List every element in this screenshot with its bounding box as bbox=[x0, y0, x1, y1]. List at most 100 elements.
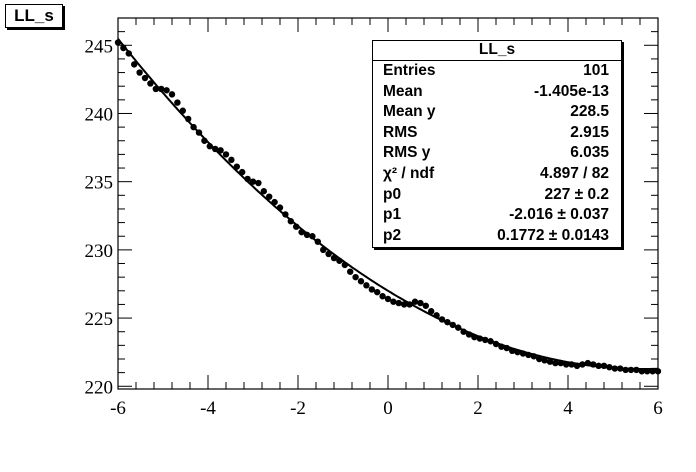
data-point bbox=[163, 87, 170, 94]
data-point bbox=[363, 282, 370, 289]
data-point bbox=[455, 324, 462, 331]
data-point bbox=[573, 362, 581, 370]
data-point bbox=[314, 238, 321, 245]
y-tick-label: 235 bbox=[85, 173, 114, 194]
x-tick-label: -4 bbox=[200, 398, 216, 419]
stats-key: Mean y bbox=[383, 103, 436, 121]
data-point bbox=[444, 318, 451, 326]
data-point bbox=[114, 39, 122, 46]
data-point bbox=[120, 44, 127, 52]
stats-row-mean: Mean -1.405e-13 bbox=[373, 82, 621, 103]
data-point bbox=[557, 359, 564, 367]
stats-row-entries: Entries 101 bbox=[373, 61, 621, 82]
stats-row-p2: p2 0.1772 ± 0.0143 bbox=[373, 226, 621, 247]
data-point bbox=[341, 261, 348, 269]
data-point bbox=[131, 61, 138, 68]
data-point bbox=[406, 301, 413, 308]
data-point bbox=[471, 333, 478, 341]
stats-key: p1 bbox=[383, 206, 402, 224]
data-point bbox=[552, 359, 559, 367]
y-tick-label: 220 bbox=[85, 377, 114, 398]
stats-key: p2 bbox=[383, 226, 402, 244]
data-point bbox=[336, 257, 343, 264]
stats-key: Mean bbox=[383, 82, 423, 100]
data-point bbox=[606, 363, 613, 371]
stats-row-mean-y: Mean y 228.5 bbox=[373, 102, 621, 123]
data-point bbox=[287, 218, 294, 225]
x-tick-label: -6 bbox=[110, 398, 126, 419]
y-tick-label: 240 bbox=[85, 104, 114, 125]
data-point bbox=[293, 223, 300, 230]
data-point bbox=[611, 365, 618, 372]
data-point bbox=[233, 163, 240, 170]
data-point bbox=[519, 350, 527, 357]
data-point bbox=[422, 302, 429, 309]
stats-box: LL_s Entries 101 Mean -1.405e-13 Mean y 228… bbox=[372, 40, 622, 248]
data-point bbox=[617, 365, 624, 372]
data-point bbox=[622, 366, 629, 374]
data-point bbox=[644, 368, 651, 375]
data-point bbox=[546, 358, 554, 365]
data-point bbox=[222, 151, 230, 158]
data-point bbox=[395, 299, 402, 307]
data-point bbox=[201, 137, 208, 144]
data-point bbox=[649, 368, 656, 375]
data-point bbox=[638, 368, 645, 375]
data-point bbox=[584, 359, 591, 367]
data-point bbox=[460, 328, 467, 335]
x-tick-label: 2 bbox=[473, 398, 483, 419]
stats-key: p0 bbox=[383, 185, 402, 203]
data-points bbox=[114, 39, 662, 375]
stats-value: 0.1772 ± 0.0143 bbox=[497, 226, 609, 244]
data-point bbox=[411, 298, 419, 305]
data-point bbox=[498, 343, 505, 350]
stats-value: 101 bbox=[583, 62, 609, 79]
stats-row-rms-y: RMS y 6.035 bbox=[373, 143, 621, 164]
data-point bbox=[384, 295, 392, 303]
data-point bbox=[206, 143, 213, 150]
data-point bbox=[249, 178, 257, 185]
plot-title: LL_s bbox=[5, 4, 63, 28]
data-point bbox=[449, 321, 456, 329]
data-point bbox=[595, 362, 602, 370]
data-point bbox=[276, 204, 284, 211]
data-point bbox=[487, 338, 494, 345]
stats-key: RMS y bbox=[383, 144, 431, 162]
data-point bbox=[190, 123, 197, 131]
data-point bbox=[330, 254, 338, 262]
y-tick-label: 225 bbox=[85, 309, 114, 330]
data-point bbox=[530, 353, 537, 360]
data-point bbox=[579, 361, 586, 368]
data-point bbox=[633, 366, 640, 374]
tick-labels: -6 -4 -2 0 2 4 6 220 225 230 235 240 245 bbox=[85, 36, 663, 419]
data-point bbox=[228, 156, 235, 164]
stats-row-p1: p1 -2.016 ± 0.037 bbox=[373, 205, 621, 226]
y-tick-label: 230 bbox=[85, 241, 114, 262]
data-point bbox=[525, 351, 532, 359]
data-point bbox=[476, 335, 483, 342]
data-point bbox=[590, 361, 597, 368]
stats-value: 228.5 bbox=[570, 103, 609, 121]
data-point bbox=[482, 336, 489, 344]
data-point bbox=[541, 357, 548, 364]
data-point bbox=[627, 366, 635, 374]
stats-value: -1.405e-13 bbox=[534, 82, 609, 100]
data-point bbox=[568, 361, 575, 368]
data-point bbox=[600, 362, 608, 370]
data-point bbox=[428, 308, 435, 315]
data-point bbox=[309, 233, 316, 240]
stats-row-p0: p0 227 ± 0.2 bbox=[373, 185, 621, 206]
data-point bbox=[503, 344, 510, 352]
data-point bbox=[158, 85, 165, 93]
data-point bbox=[374, 288, 381, 296]
data-point bbox=[174, 99, 181, 106]
x-tick-label: 6 bbox=[653, 398, 663, 419]
data-point bbox=[352, 273, 359, 281]
data-point bbox=[654, 368, 662, 375]
data-point bbox=[271, 198, 278, 206]
data-point bbox=[217, 147, 224, 154]
data-point bbox=[136, 69, 143, 76]
x-tick-label: 4 bbox=[563, 398, 573, 419]
stats-key: χ² / ndf bbox=[383, 164, 435, 182]
data-point bbox=[433, 312, 440, 319]
